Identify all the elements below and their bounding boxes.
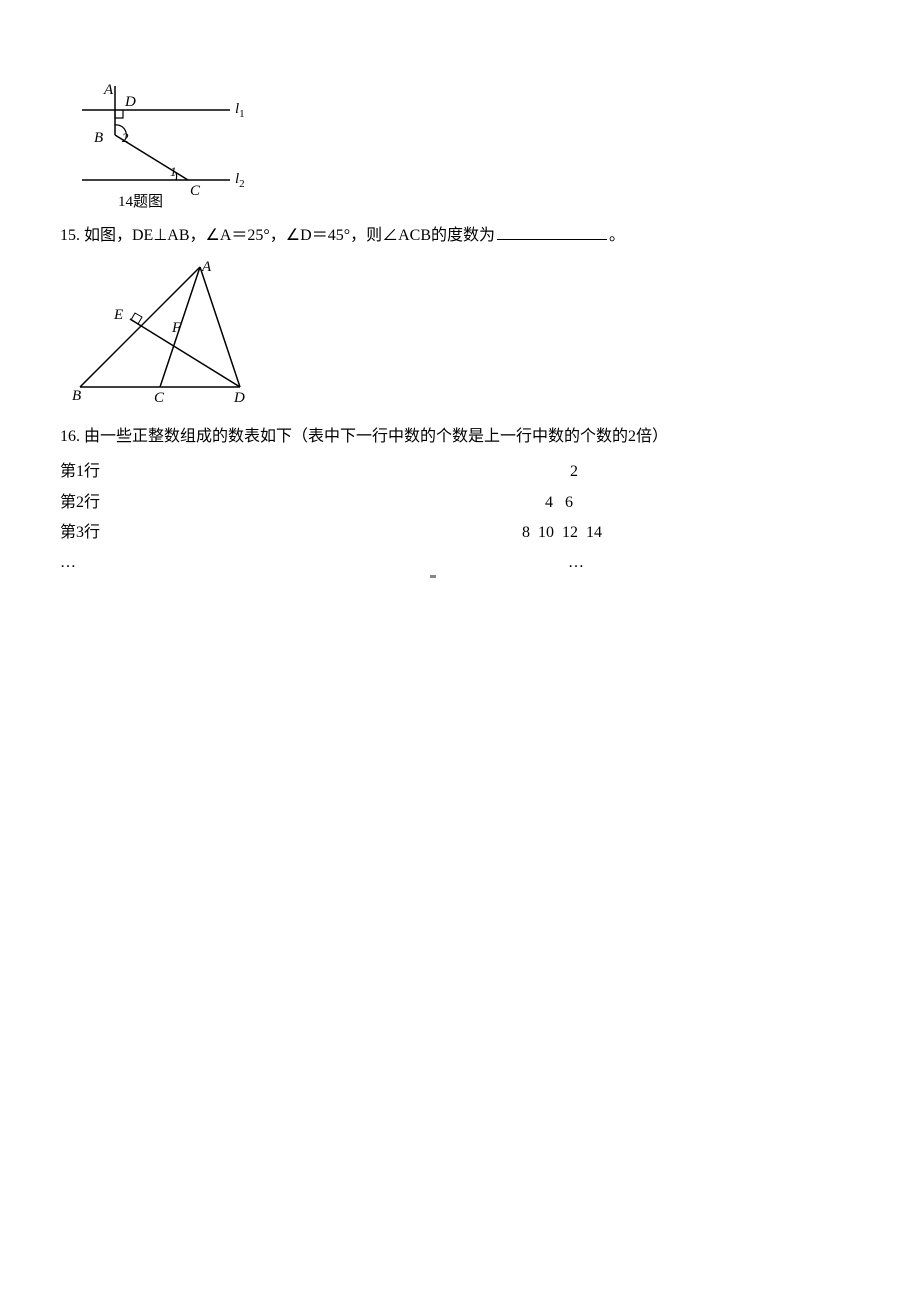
q15-prefix: 15. 如图，DE⊥AB，∠A＝25°，∠D＝45°，则∠ACB的度数为 — [60, 227, 495, 244]
line-DE — [130, 319, 240, 387]
label-E-15: E — [113, 307, 123, 323]
row-label: 第3行 — [60, 518, 522, 548]
q15-suffix: 。 — [609, 227, 625, 244]
angle-2-label: 2 — [122, 130, 129, 145]
row-values: 2 — [570, 463, 578, 480]
fig14-svg: l1 l2 A D B C 2 1 14题图 — [70, 80, 260, 210]
angle-1-label: 1 — [170, 164, 177, 179]
q15-text: 15. 如图，DE⊥AB，∠A＝25°，∠D＝45°，则∠ACB的度数为 。 — [60, 223, 860, 249]
l2-label: l2 — [235, 171, 245, 190]
table-row: …… — [60, 548, 860, 578]
label-A: A — [103, 82, 114, 98]
row-values: 4 6 — [545, 494, 573, 511]
label-D-15: D — [233, 390, 245, 406]
line-AB-15 — [80, 267, 200, 387]
table-row: 第1行2 — [60, 457, 860, 487]
label-B-15: B — [72, 388, 81, 404]
l1-label: l1 — [235, 101, 245, 120]
label-F-15: F — [171, 320, 182, 336]
q16-table: 第1行2第2行4 6第3行8 10 12 14…… — [60, 457, 860, 579]
row-label: 第2行 — [60, 488, 545, 518]
table-row: 第2行4 6 — [60, 488, 860, 518]
figure-14: l1 l2 A D B C 2 1 14题图 — [70, 80, 860, 215]
right-angle-mark — [115, 110, 123, 118]
row-label: … — [60, 548, 568, 578]
label-B: B — [94, 130, 103, 146]
fig15-svg: A B C D E F — [70, 257, 270, 407]
row-values: 8 10 12 14 — [522, 524, 602, 541]
q15-blank — [497, 224, 607, 240]
row-values: … — [568, 554, 584, 571]
line-DA — [200, 267, 240, 387]
label-C: C — [190, 183, 201, 199]
center-mark — [430, 575, 436, 578]
label-A-15: A — [201, 259, 212, 275]
figure-15: A B C D E F — [70, 257, 860, 412]
row-label: 第1行 — [60, 457, 570, 487]
label-C-15: C — [154, 390, 165, 406]
q16-text: 16. 由一些正整数组成的数表如下（表中下一行中数的个数是上一行中数的个数的2倍… — [60, 424, 860, 450]
label-D: D — [124, 94, 136, 110]
table-row: 第3行8 10 12 14 — [60, 518, 860, 548]
fig14-caption: 14题图 — [118, 193, 163, 210]
